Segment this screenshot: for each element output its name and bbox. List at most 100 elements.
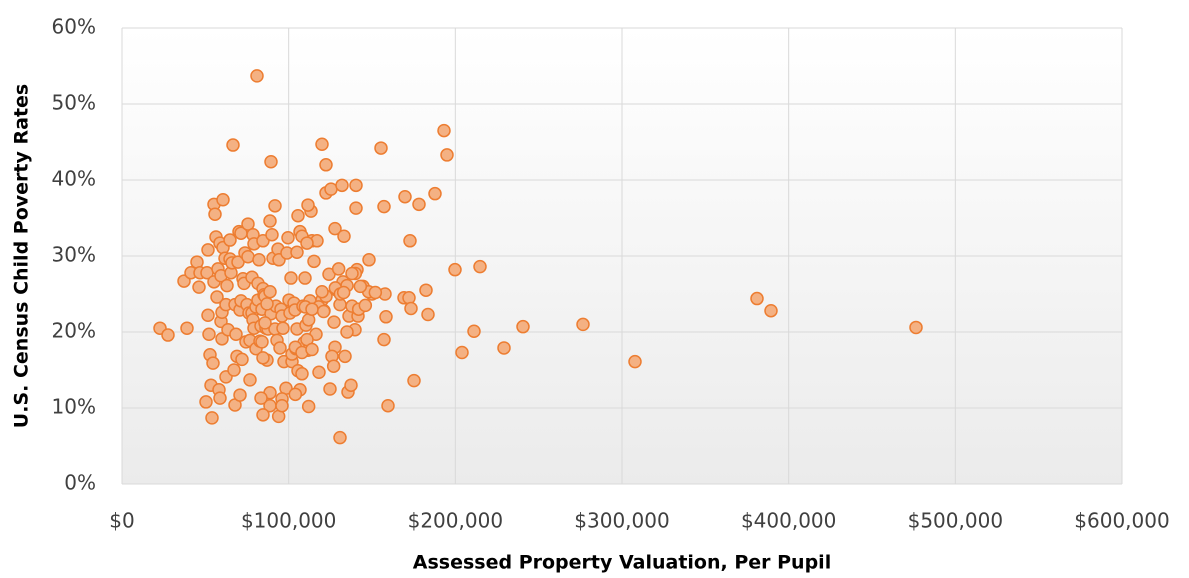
point [323, 382, 337, 396]
point [331, 262, 346, 276]
point [290, 245, 304, 259]
point [319, 158, 333, 172]
point [345, 266, 359, 281]
point [201, 308, 215, 323]
point [227, 363, 241, 377]
point [324, 182, 338, 196]
point [265, 227, 279, 242]
point [344, 378, 358, 392]
point [275, 398, 289, 413]
point [428, 186, 442, 201]
point [576, 317, 590, 332]
point [180, 321, 194, 335]
point [192, 280, 206, 294]
point [316, 304, 331, 319]
point [333, 430, 347, 445]
point [326, 359, 341, 373]
point [281, 231, 295, 245]
x-tick-label: $100,000 [241, 509, 336, 533]
point [909, 320, 923, 335]
y-tick-label: 0% [64, 471, 96, 495]
point [353, 279, 368, 294]
point [628, 354, 642, 369]
point [223, 233, 237, 247]
point [307, 254, 321, 269]
x-tick-label: $400,000 [741, 509, 836, 533]
point [241, 250, 255, 264]
point [229, 327, 243, 342]
point [448, 262, 462, 277]
point [205, 411, 219, 425]
point [216, 193, 230, 207]
point [750, 291, 764, 306]
point [213, 391, 227, 405]
point [208, 207, 222, 221]
point [404, 301, 418, 316]
point [241, 217, 255, 231]
point [349, 178, 363, 193]
point [362, 253, 376, 267]
x-tick-label: $600,000 [1074, 509, 1169, 533]
point [263, 214, 277, 228]
point [379, 310, 393, 324]
point [497, 341, 511, 355]
point [377, 199, 391, 214]
point [276, 321, 290, 335]
point [201, 243, 215, 257]
point [337, 229, 351, 243]
point [473, 259, 487, 274]
point [377, 332, 391, 347]
point [210, 290, 224, 304]
point [256, 351, 270, 365]
point [252, 253, 266, 267]
x-axis-title: Assessed Property Valuation, Per Pupil [413, 552, 831, 574]
point [273, 341, 287, 355]
point [455, 345, 469, 360]
point [327, 315, 341, 329]
point [421, 307, 435, 322]
point [264, 155, 278, 169]
point [235, 352, 249, 367]
point [254, 391, 268, 405]
point [358, 298, 373, 313]
point [419, 283, 433, 297]
point [403, 234, 417, 248]
point [374, 141, 388, 155]
y-tick-label: 20% [52, 319, 96, 343]
point [288, 387, 303, 402]
point [398, 189, 412, 204]
point [335, 178, 349, 193]
point [412, 197, 426, 212]
point [368, 285, 383, 300]
point [255, 335, 269, 349]
y-tick-label: 40% [52, 167, 96, 191]
point [516, 319, 530, 334]
point [220, 278, 234, 293]
point [315, 284, 329, 299]
point [338, 349, 352, 364]
point [305, 302, 319, 316]
point [215, 332, 229, 346]
y-tick-label: 10% [52, 395, 96, 419]
x-tick-label: $0 [109, 509, 134, 533]
y-tick-label: 30% [52, 243, 96, 267]
point [233, 388, 247, 402]
point [263, 284, 277, 299]
point [256, 408, 270, 422]
point [305, 342, 319, 357]
point [300, 236, 314, 250]
y-tick-label: 50% [52, 91, 96, 115]
point [161, 328, 175, 342]
point [349, 201, 363, 215]
y-tick-label: 60% [52, 15, 96, 39]
point [407, 373, 421, 388]
point [291, 208, 305, 223]
point [298, 271, 312, 285]
point [250, 69, 264, 83]
point [206, 356, 220, 370]
point [315, 137, 329, 152]
point [467, 324, 481, 338]
x-tick-label: $500,000 [908, 509, 1003, 533]
point [284, 271, 298, 285]
